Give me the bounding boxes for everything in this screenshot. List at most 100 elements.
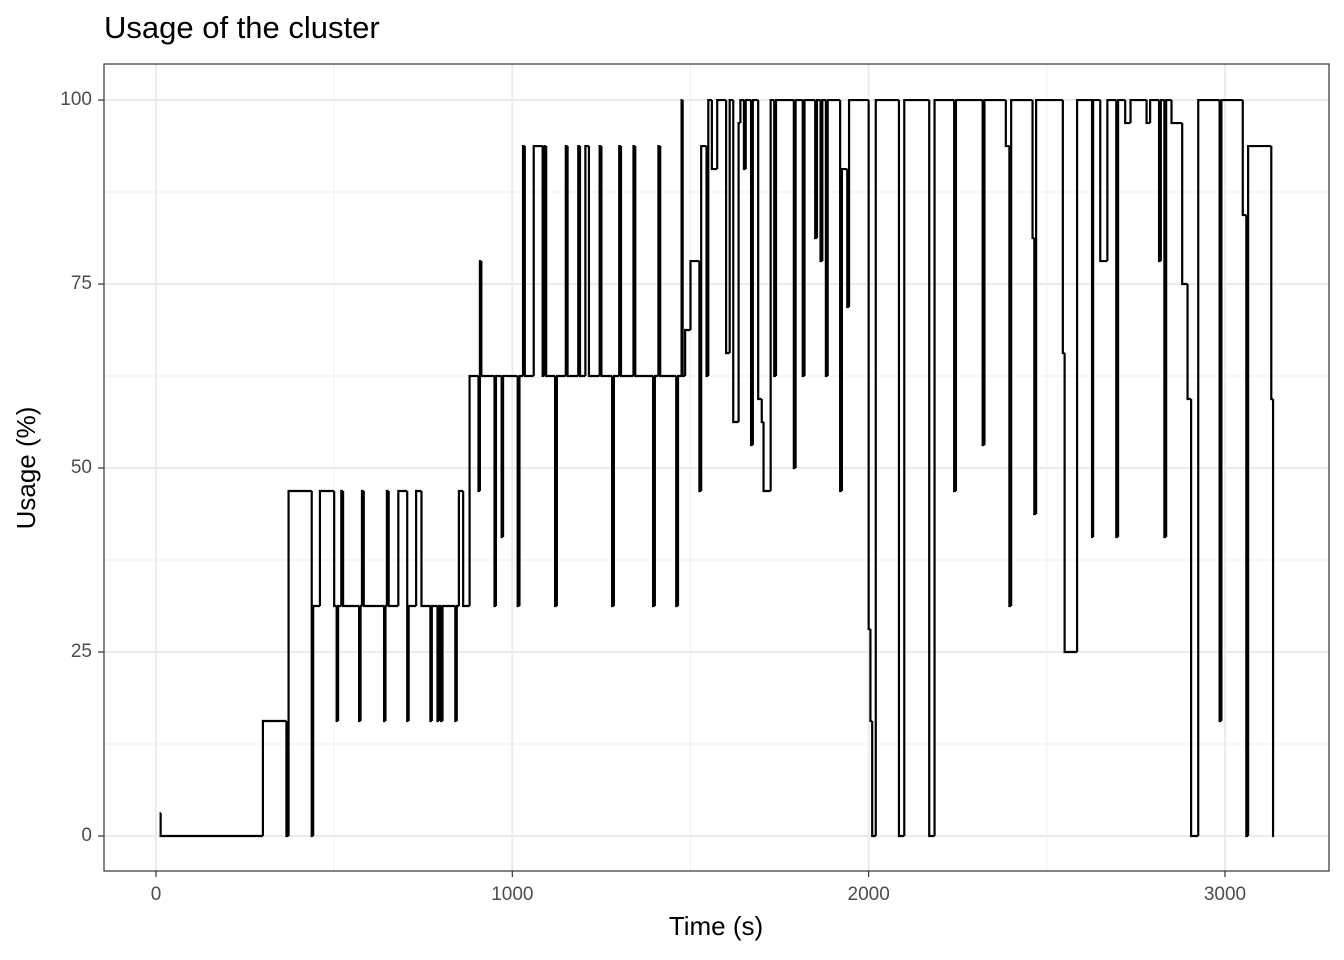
step-segment (757, 100, 762, 401)
step-segment (543, 144, 547, 377)
step-segment (1163, 100, 1167, 539)
step-segment (500, 376, 504, 539)
y-tick-label: 0 (81, 825, 92, 846)
x-tick-label: 0 (151, 884, 162, 905)
y-tick-label: 100 (60, 89, 92, 110)
step-segment (815, 98, 821, 239)
step-segment (707, 98, 712, 377)
step-segment (1092, 98, 1101, 538)
step-segment (494, 374, 502, 606)
step-segment (584, 144, 589, 377)
step-segment (340, 489, 344, 606)
step-segment (689, 259, 700, 331)
step-segment (387, 491, 399, 608)
step-segment (437, 604, 442, 721)
step-segment (933, 98, 955, 836)
step-segment (653, 374, 659, 606)
step-segment (700, 144, 707, 492)
step-segment (385, 489, 389, 606)
step-segment (676, 374, 682, 606)
step-segment (478, 259, 482, 492)
step-segment (587, 146, 600, 378)
step-segment (462, 491, 470, 608)
step-segment (577, 144, 581, 377)
step-segment (774, 98, 794, 377)
y-tick-label: 75 (71, 273, 92, 294)
step-segment (287, 489, 312, 836)
step-segment (657, 144, 661, 377)
step-segment (521, 144, 525, 377)
x-tick-label: 3000 (1204, 884, 1246, 905)
step-segment (803, 98, 816, 377)
step-segment (1061, 100, 1065, 355)
step-segment (397, 489, 408, 606)
step-segment (439, 605, 443, 723)
step-segment (954, 98, 983, 492)
step-segment (634, 146, 654, 378)
step-segment (632, 144, 636, 377)
step-segment (420, 491, 431, 608)
step-segment (871, 720, 876, 838)
step-segment (578, 146, 586, 378)
step-segment (710, 100, 718, 171)
step-segment (457, 489, 464, 606)
step-segment (407, 604, 417, 721)
step-segment (1165, 98, 1172, 538)
step-segment (406, 491, 409, 723)
step-segment (1115, 100, 1119, 539)
step-segment (532, 144, 543, 377)
step-segment (1124, 100, 1131, 125)
step-segment (523, 146, 534, 378)
step-segment (732, 100, 739, 424)
step-segment (1181, 123, 1188, 286)
step-segment (1220, 98, 1243, 721)
step-segment (480, 261, 495, 378)
y-axis-label: Usage (%) (11, 407, 41, 530)
step-segment (826, 98, 841, 377)
step-segment (362, 491, 385, 608)
step-segment (333, 491, 337, 608)
step-segment (897, 100, 905, 838)
step-segment (441, 604, 456, 721)
step-segment (1186, 284, 1192, 401)
step-segment (840, 167, 848, 492)
step-segment (762, 422, 771, 493)
step-segment (1035, 98, 1063, 515)
step-segment (847, 98, 869, 308)
step-segment (1197, 98, 1220, 836)
step-segment (1247, 144, 1272, 836)
grid (104, 64, 1329, 871)
step-segment (335, 605, 339, 723)
step-segment (1075, 98, 1093, 652)
step-segment (794, 98, 803, 469)
step-segment (769, 98, 775, 492)
step-segment (903, 98, 930, 836)
step-segment (382, 605, 386, 723)
step-segment (737, 121, 741, 423)
step-segment (612, 374, 620, 606)
step-segment (159, 812, 263, 838)
step-segment (739, 98, 744, 124)
step-segment (1271, 399, 1275, 838)
step-segment (1159, 98, 1165, 262)
step-segment (566, 146, 579, 378)
step-segment (598, 144, 602, 377)
step-segment (1145, 100, 1151, 125)
step-segment (261, 719, 287, 836)
step-segment (749, 100, 753, 447)
step-segment (751, 98, 759, 446)
chart-title: Usage of the cluster (104, 10, 380, 45)
step-segment (874, 98, 899, 836)
step-segment (436, 605, 439, 723)
x-axis-label: Time (s) (669, 911, 763, 941)
step-segment (430, 604, 438, 721)
step-segment (310, 491, 314, 838)
step-segment (600, 146, 613, 378)
step-segment (821, 98, 826, 262)
step-segment (415, 489, 422, 606)
step-segment (358, 605, 361, 723)
step-segment (744, 98, 752, 170)
step-segment (545, 146, 556, 378)
